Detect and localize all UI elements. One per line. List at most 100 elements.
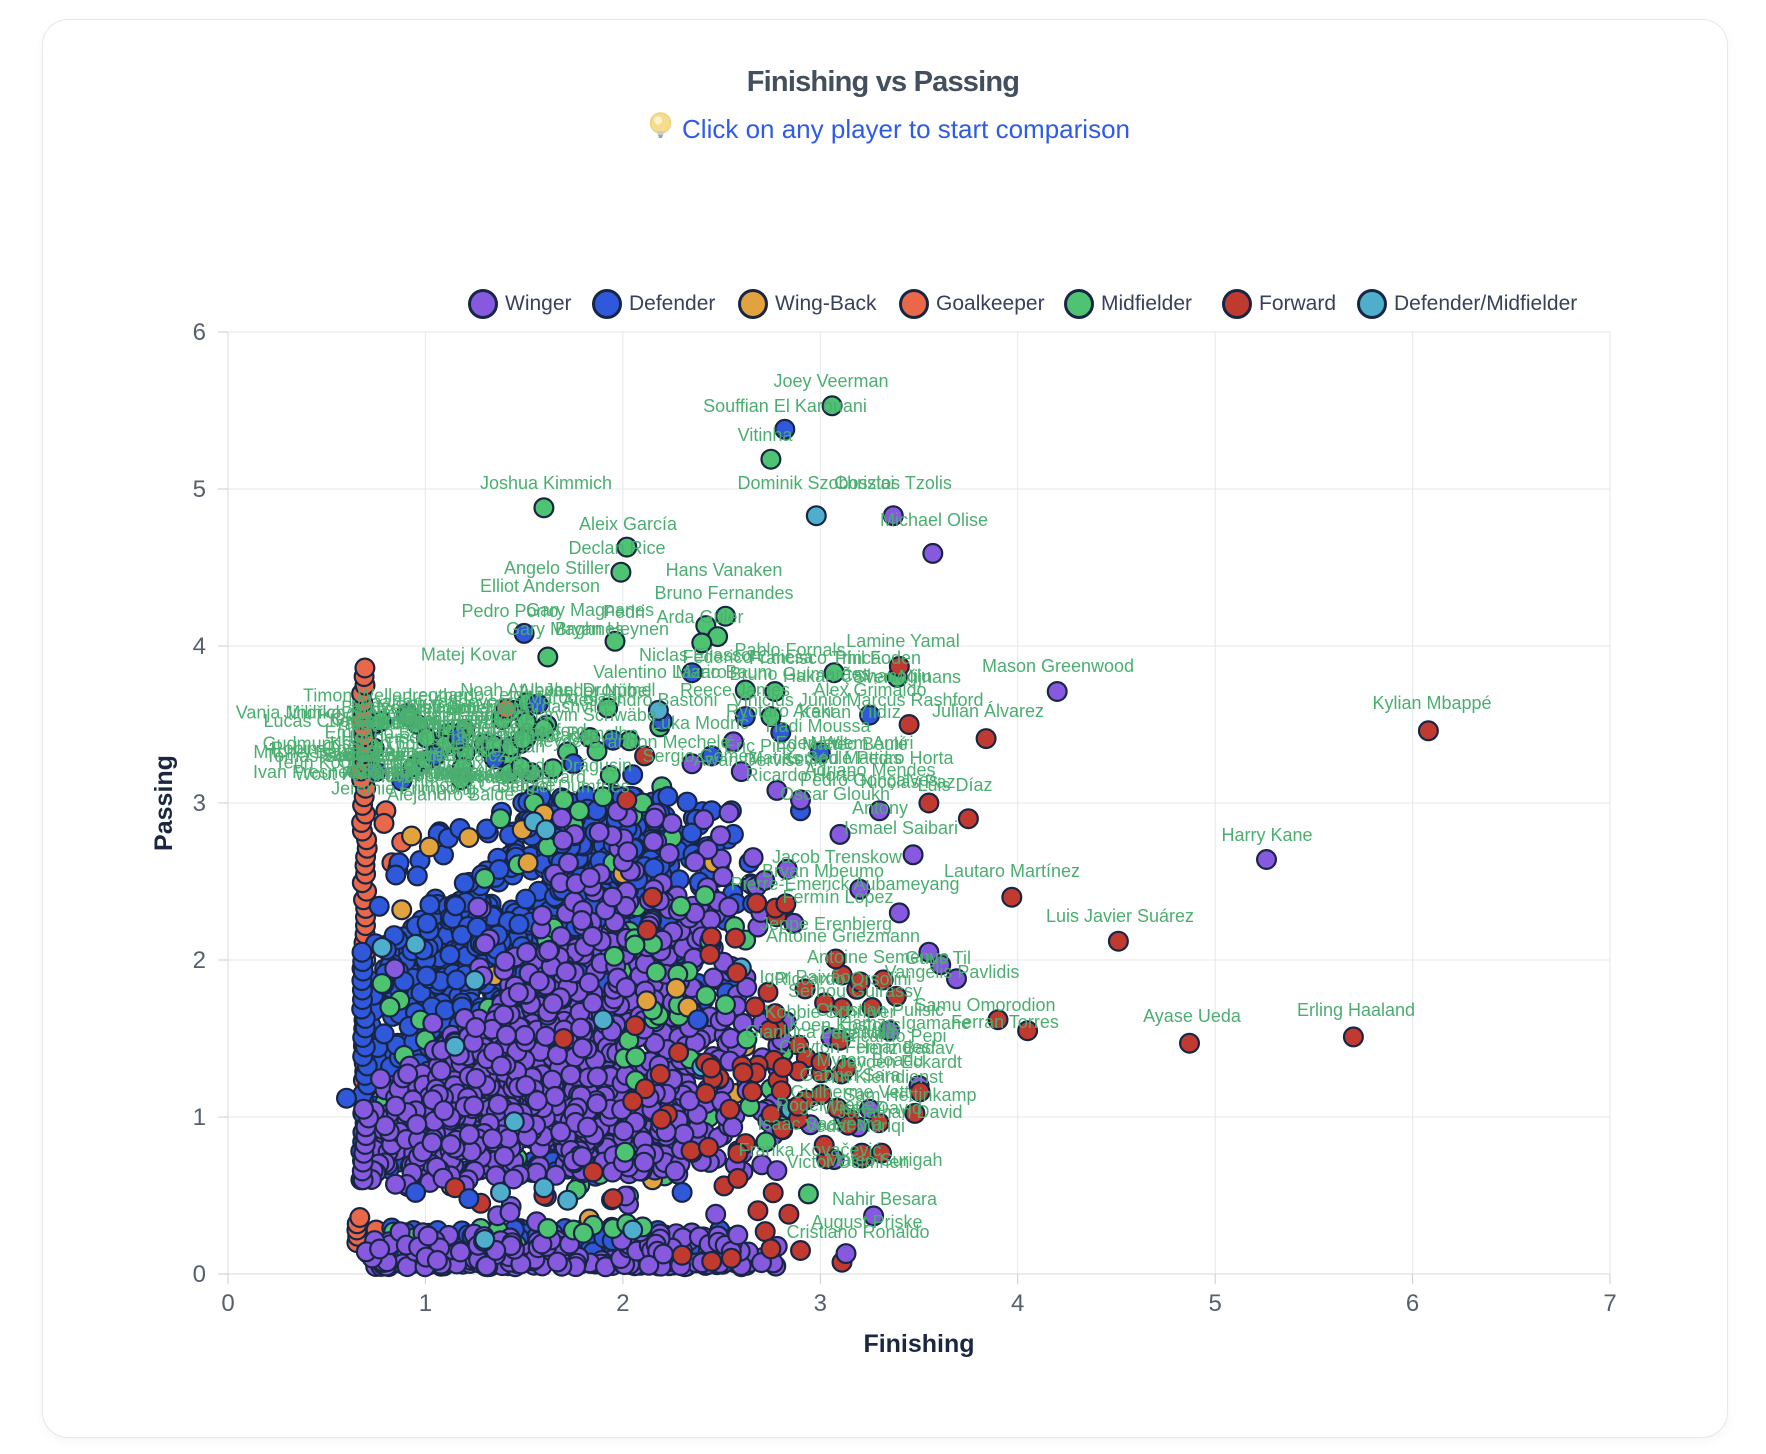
svg-text:Éric Pino: Éric Pino xyxy=(724,736,796,756)
svg-text:Van der Heyden: Van der Heyden xyxy=(464,731,593,751)
svg-text:Valentino Lazaro: Valentino Lazaro xyxy=(593,662,727,682)
svg-text:Eden Wit: Eden Wit xyxy=(775,733,848,753)
svg-text:Maarten Vandevoordt: Maarten Vandevoordt xyxy=(357,692,529,712)
svg-text:Antoine Griezmann: Antoine Griezmann xyxy=(766,926,920,946)
svg-text:Lamine Yamal: Lamine Yamal xyxy=(846,631,959,651)
svg-text:Christian Pulisic: Christian Pulisic xyxy=(816,1000,944,1020)
svg-text:Gianluca Lapadula: Gianluca Lapadula xyxy=(745,1022,896,1042)
svg-text:Vedat Muriqi: Vedat Muriqi xyxy=(805,1116,905,1136)
svg-text:Guus Til: Guus Til xyxy=(905,948,971,968)
svg-text:3: 3 xyxy=(193,790,206,817)
svg-text:Jayden Eckardt: Jayden Eckardt xyxy=(838,1052,962,1072)
svg-text:Tim Kleindienst: Tim Kleindienst xyxy=(821,1067,943,1087)
svg-text:Sander Berge: Sander Berge xyxy=(321,745,432,765)
svg-text:Pere Milla: Pere Milla xyxy=(820,1023,901,1043)
svg-text:Pablo Fornals: Pablo Fornals xyxy=(734,640,845,660)
svg-text:Souffian El Karouani: Souffian El Karouani xyxy=(703,396,867,416)
svg-text:Kevin Trapp: Kevin Trapp xyxy=(398,709,494,729)
svg-text:Finishing: Finishing xyxy=(863,1330,974,1358)
svg-text:Ryotaro Araki: Ryotaro Araki xyxy=(726,701,834,721)
svg-text:Robin Gosens: Robin Gosens xyxy=(271,738,385,758)
svg-text:Passing: Passing xyxy=(150,755,178,851)
svg-text:Antony: Antony xyxy=(852,798,908,818)
svg-text:Luis Díaz: Luis Díaz xyxy=(917,775,992,795)
svg-text:Joel Piroe: Joel Piroe xyxy=(346,745,426,765)
svg-text:Joey Veerman: Joey Veerman xyxy=(773,371,888,391)
svg-text:Harry Kane: Harry Kane xyxy=(1221,825,1312,845)
svg-text:Eder Militão: Eder Militão xyxy=(392,765,487,785)
svg-text:Alex Grimaldo: Alex Grimaldo xyxy=(813,680,926,700)
svg-text:1: 1 xyxy=(193,1104,206,1131)
svg-text:Koen Kostons: Koen Kostons xyxy=(789,1015,901,1035)
svg-text:Filip Jörgensen: Filip Jörgensen xyxy=(408,717,530,737)
svg-text:Bruno Guimarães: Bruno Guimarães xyxy=(729,664,870,684)
svg-text:Jeppe Erenbjerg: Jeppe Erenbjerg xyxy=(760,914,892,934)
svg-text:Federico Chiesa: Federico Chiesa xyxy=(682,647,814,667)
svg-text:Yann Sommer: Yann Sommer xyxy=(334,713,448,733)
svg-text:Kristian Thorstvedt: Kristian Thorstvedt xyxy=(330,733,480,753)
svg-text:Ivan Fresneda: Ivan Fresneda xyxy=(253,762,369,782)
svg-text:Bryan Mbeumo: Bryan Mbeumo xyxy=(762,861,884,881)
svg-text:André Ramalho: André Ramalho xyxy=(513,724,638,744)
svg-text:Sam Hettinkamp: Sam Hettinkamp xyxy=(843,1085,976,1105)
svg-text:Milos Kerkez: Milos Kerkez xyxy=(437,761,540,781)
svg-text:Pedro Gonçalves: Pedro Gonçalves xyxy=(800,770,938,790)
svg-text:Francisco Trincão: Francisco Trincão xyxy=(749,648,891,668)
svg-text:Alessandro Bastoni: Alessandro Bastoni xyxy=(562,690,717,710)
svg-text:Giovanni Di Lorenzo: Giovanni Di Lorenzo xyxy=(367,766,530,786)
svg-text:Joshua Kimmich: Joshua Kimmich xyxy=(480,473,612,493)
svg-text:Angelo Stiller: Angelo Stiller xyxy=(504,558,610,578)
svg-text:Timon Wellenreuther: Timon Wellenreuther xyxy=(303,686,469,706)
svg-text:Matias Soulé: Matias Soulé xyxy=(748,748,852,768)
svg-text:Jonas Omlin: Jonas Omlin xyxy=(361,713,461,733)
svg-text:Maxence Lacroix: Maxence Lacroix xyxy=(349,753,485,773)
svg-text:Mason Greenwood: Mason Greenwood xyxy=(982,656,1134,676)
svg-text:Teun Koopmeiners: Teun Koopmeiners xyxy=(275,753,425,773)
svg-text:Samu Omorodion: Samu Omorodion xyxy=(914,995,1055,1015)
svg-text:Vanja Milinković-Savić: Vanja Milinković-Savić xyxy=(236,703,414,723)
svg-text:Roger Ibañez: Roger Ibañez xyxy=(776,1095,884,1115)
svg-text:Lautaro Martínez: Lautaro Martínez xyxy=(944,861,1080,881)
svg-text:Hans Vanaken: Hans Vanaken xyxy=(666,560,783,580)
svg-text:Robin Le Normand: Robin Le Normand xyxy=(372,765,523,785)
svg-text:Marco Bizot: Marco Bizot xyxy=(527,687,622,707)
svg-text:Gary Magnanes: Gary Magnanes xyxy=(526,600,654,620)
svg-text:5: 5 xyxy=(193,476,206,503)
svg-text:Mario Baum: Mario Baum xyxy=(675,662,772,682)
svg-text:Aleix García: Aleix García xyxy=(579,514,678,534)
svg-text:5: 5 xyxy=(1209,1290,1222,1317)
svg-text:Kenan Yıldız: Kenan Yıldız xyxy=(799,702,901,722)
svg-text:Stefan de Vrij: Stefan de Vrij xyxy=(366,761,473,781)
svg-text:Mats Wieffer: Mats Wieffer xyxy=(461,727,562,747)
svg-text:Kasper Dolberg: Kasper Dolberg xyxy=(344,745,469,765)
svg-text:Henderson Smets: Henderson Smets xyxy=(341,727,485,747)
svg-text:Komed Mattias: Komed Mattias xyxy=(782,748,902,768)
svg-text:Tomáš Souček: Tomáš Souček xyxy=(265,746,384,766)
svg-text:Antoine Semenyo: Antoine Semenyo xyxy=(807,947,949,967)
svg-text:Lucas Chevalier: Lucas Chevalier xyxy=(263,711,392,731)
svg-text:Brandon Mechele: Brandon Mechele xyxy=(589,732,730,752)
svg-text:Rodrigo Battaglia: Rodrigo Battaglia xyxy=(460,725,599,745)
svg-text:Noah Atubolu: Noah Atubolu xyxy=(460,680,568,700)
svg-text:Mitchel Bakker: Mitchel Bakker xyxy=(253,742,371,762)
svg-text:Clayton Fernandes: Clayton Fernandes xyxy=(779,1037,931,1057)
svg-text:Timothy Castagne: Timothy Castagne xyxy=(410,775,555,795)
svg-text:Benjamin Pavard: Benjamin Pavard xyxy=(449,767,586,787)
svg-text:Awan Dervišević: Awan Dervišević xyxy=(694,750,827,770)
svg-text:Matej Kovar: Matej Kovar xyxy=(421,645,517,665)
svg-text:Riccardo Orsolini: Riccardo Orsolini xyxy=(774,969,911,989)
svg-text:Guilherme Vett: Guilherme Vett xyxy=(790,1082,909,1102)
svg-text:Mads Hermansen: Mads Hermansen xyxy=(347,714,489,734)
svg-text:Wout Faes: Wout Faes xyxy=(295,764,382,784)
svg-text:Janis Blaswich: Janis Blaswich xyxy=(398,705,516,725)
svg-text:Julián Álvarez: Julián Álvarez xyxy=(932,701,1044,721)
svg-text:Franka Kovačević: Franka Kovačević xyxy=(738,1140,881,1160)
svg-text:6: 6 xyxy=(193,319,206,346)
svg-text:Pedro Porro: Pedro Porro xyxy=(461,601,558,621)
svg-text:Hamza Igamane: Hamza Igamane xyxy=(839,1013,971,1033)
svg-text:Emiliano Buendía: Emiliano Buendía xyxy=(325,723,467,743)
svg-text:Matz Sels: Matz Sels xyxy=(351,697,430,717)
svg-text:Guillaume Restes: Guillaume Restes xyxy=(391,713,533,733)
svg-text:Jindřich Staněk: Jindřich Staněk xyxy=(284,703,408,723)
svg-text:Jordan Pickford: Jordan Pickford xyxy=(462,720,587,740)
